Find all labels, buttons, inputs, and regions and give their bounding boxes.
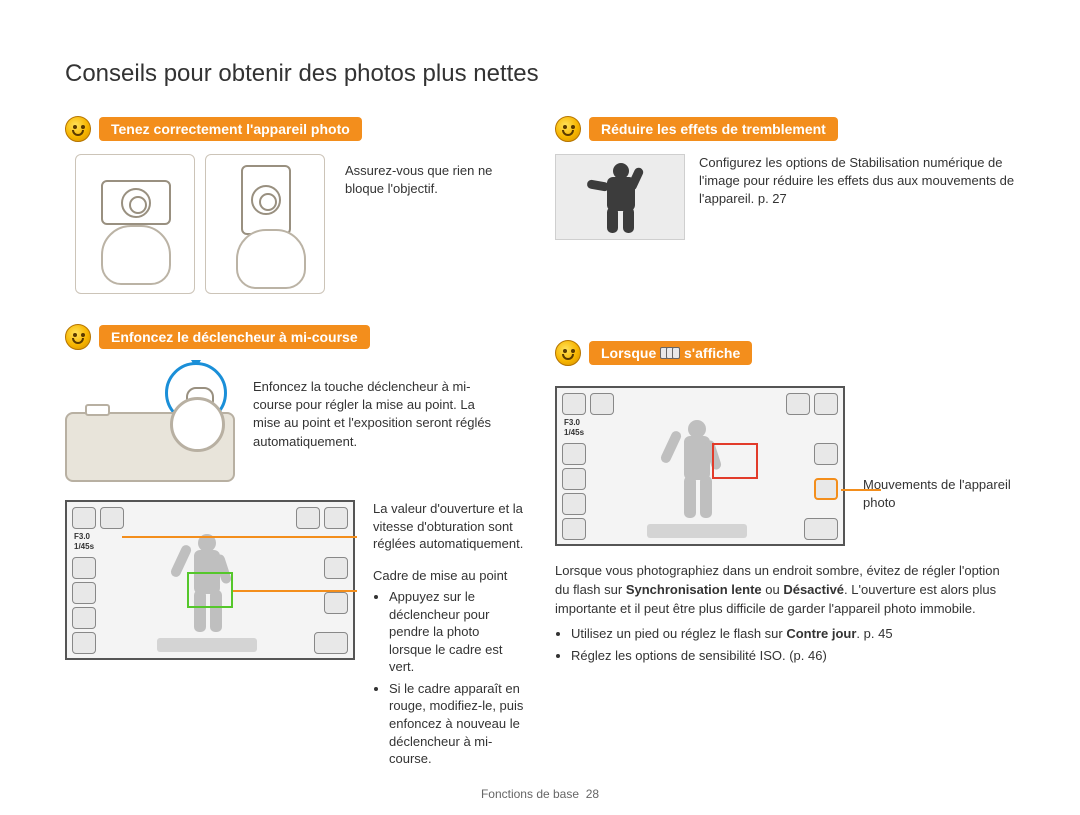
hold-illustrations [75, 154, 325, 294]
heading-hold: Tenez correctement l'appareil photo [99, 117, 362, 141]
section-shake: Lorsque s'affiche F3.0 1/45s [555, 340, 1015, 666]
shutter-speed: 1/45s [74, 542, 94, 551]
page-title: Conseils pour obtenir des photos plus ne… [65, 60, 1015, 88]
callout-line-auto [122, 536, 357, 538]
section-shutter: Enfoncez le déclencheur à mi-course Enfo… [65, 324, 525, 772]
quality-icon [786, 393, 810, 415]
dis-icon [814, 443, 838, 465]
shake-b1: Utilisez un pied ou réglez le flash sur … [571, 625, 1015, 644]
battery-icon [814, 393, 838, 415]
af-icon [72, 607, 96, 629]
callout-line-shake [841, 489, 881, 491]
section-hold-camera: Tenez correctement l'appareil photo Assu… [65, 116, 525, 294]
shutter-speed-r: 1/45s [564, 428, 584, 437]
footer-label: Fonctions de base [481, 787, 579, 801]
f-number: F3.0 [74, 532, 90, 541]
battery-icon [324, 507, 348, 529]
gear-icon [562, 443, 586, 465]
footer: Fonctions de base 28 [0, 787, 1080, 801]
heading-shake-pre: Lorsque [601, 345, 656, 361]
hold-camera-front-illus [75, 154, 195, 294]
focus-frame-red [712, 443, 758, 479]
heading-shake: Lorsque s'affiche [589, 341, 752, 365]
smiley-icon [65, 324, 91, 350]
menu-icon [804, 518, 838, 540]
callout-shake: Mouvements de l'appareil photo [863, 476, 1015, 511]
menu-icon [314, 632, 348, 654]
heading-shake-post: s'affiche [684, 345, 740, 361]
smiley-icon [65, 116, 91, 142]
dis-icon [324, 557, 348, 579]
callout-focus-b1: Appuyez sur le déclencheur pour pendre l… [389, 588, 525, 676]
shake-warning-icon [814, 478, 838, 500]
heading-dis: Réduire les effets de tremblement [589, 117, 838, 141]
face-icon [562, 518, 586, 540]
gear-icon [72, 557, 96, 579]
callout-focus-title: Cadre de mise au point [373, 567, 525, 585]
shake-b2: Réglez les options de sensibilité ISO. (… [571, 647, 1015, 666]
camera-mode-icon [562, 393, 586, 415]
f-number-r: F3.0 [564, 418, 580, 427]
shake-para1-mid: ou [762, 582, 784, 597]
shake-b1-bold: Contre jour [786, 626, 856, 641]
shake-b1-post: . p. 45 [856, 626, 892, 641]
shake-icon [660, 347, 680, 361]
right-column: Réduire les effets de tremblement Config… [555, 116, 1015, 802]
shutter-text: Enfoncez la touche déclencheur à mi-cour… [253, 378, 493, 451]
left-column: Tenez correctement l'appareil photo Assu… [65, 116, 525, 802]
callout-focus-b2: Si le cadre apparaît en rouge, modifiez-… [389, 680, 525, 768]
lcd-preview-right: F3.0 1/45s [555, 386, 845, 546]
focus-frame-green [187, 572, 233, 608]
camera-mode-icon [72, 507, 96, 529]
camera-top-illus [65, 362, 235, 492]
callout-auto: La valeur d'ouverture et la vitesse d'ob… [373, 500, 525, 553]
flash-icon [72, 582, 96, 604]
dis-text: Configurez les options de Stabilisation … [699, 154, 1015, 209]
callout-line-focus [233, 590, 357, 592]
hold-text: Assurez-vous que rien ne bloque l'object… [345, 162, 495, 198]
face-icon [72, 632, 96, 654]
flash-icon [562, 468, 586, 490]
shake-para1: Lorsque vous photographiez dans un endro… [555, 562, 1015, 619]
footer-page: 28 [586, 787, 599, 801]
heading-shutter: Enfoncez le déclencheur à mi-course [99, 325, 370, 349]
dis-thumb [555, 154, 685, 240]
af-icon [562, 493, 586, 515]
shake-b1-pre: Utilisez un pied ou réglez le flash sur [571, 626, 786, 641]
section-dis: Réduire les effets de tremblement Config… [555, 116, 1015, 240]
shake-para1-bold2: Désactivé [783, 582, 844, 597]
image-size-icon [590, 393, 614, 415]
image-size-icon [100, 507, 124, 529]
shake-para1-bold1: Synchronisation lente [626, 582, 762, 597]
lcd-preview-left: F3.0 1/45s [65, 500, 355, 660]
smiley-icon [555, 340, 581, 366]
hold-camera-vertical-illus [205, 154, 325, 294]
quality-icon [296, 507, 320, 529]
smiley-icon [555, 116, 581, 142]
wifi-icon [324, 592, 348, 614]
